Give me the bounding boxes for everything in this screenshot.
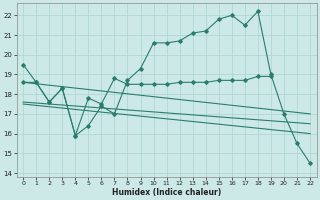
X-axis label: Humidex (Indice chaleur): Humidex (Indice chaleur)	[112, 188, 221, 197]
